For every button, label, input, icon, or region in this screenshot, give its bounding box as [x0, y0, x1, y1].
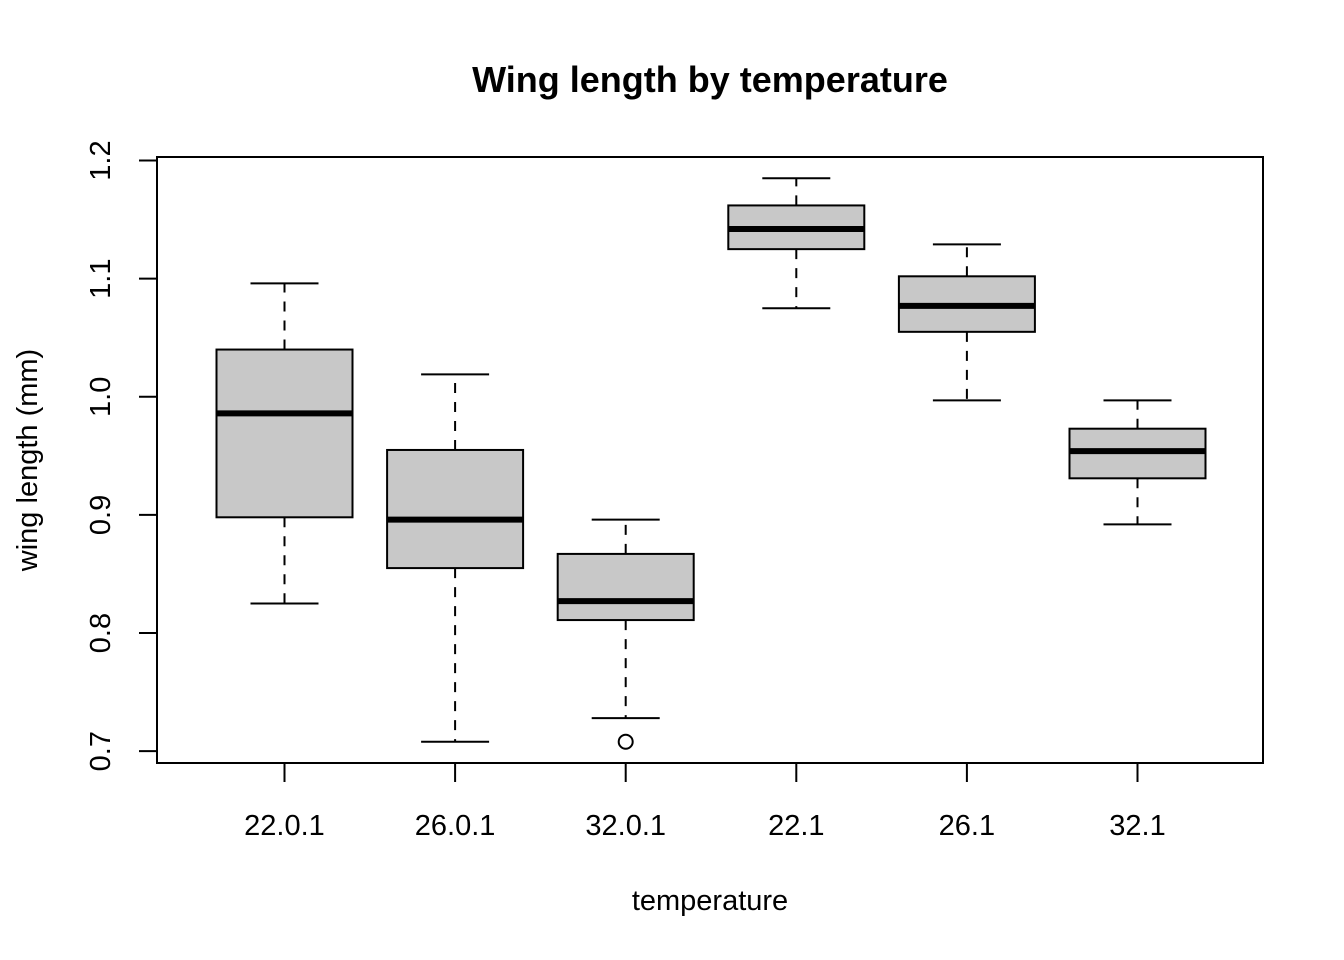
x-tick-label: 26.1 [939, 810, 995, 842]
chart-title: Wing length by temperature [472, 59, 948, 100]
y-tick-label: 1.2 [85, 140, 117, 180]
boxes-group [215, 177, 1207, 750]
box-iqr [556, 552, 695, 622]
x-axis: 22.0.1 26.0.1 32.0.1 22.1 26.1 32.1 [244, 763, 1166, 842]
y-tick-label: 0.8 [85, 613, 117, 653]
y-tick-label: 1.0 [85, 377, 117, 417]
box-iqr [386, 448, 525, 570]
x-axis-label: temperature [632, 885, 788, 917]
y-tick-label: 1.1 [85, 259, 117, 299]
x-tick-label: 22.1 [768, 810, 824, 842]
outlier-point [617, 733, 634, 750]
x-tick-label: 26.0.1 [415, 810, 496, 842]
box-5 [897, 243, 1036, 402]
box-2 [386, 373, 525, 743]
y-tick-label: 0.9 [85, 495, 117, 535]
box-6 [1068, 399, 1207, 526]
box-1 [215, 282, 354, 605]
y-axis: 0.7 0.8 0.9 1.0 1.1 1.2 [85, 140, 158, 771]
y-tick-label: 0.7 [85, 731, 117, 771]
x-tick-label: 32.1 [1109, 810, 1165, 842]
y-axis-label: wing length (mm) [12, 349, 44, 572]
x-tick-label: 32.0.1 [585, 810, 666, 842]
box-4 [727, 177, 866, 310]
x-tick-label: 22.0.1 [244, 810, 325, 842]
box-3 [556, 518, 695, 750]
box-iqr [215, 348, 354, 519]
